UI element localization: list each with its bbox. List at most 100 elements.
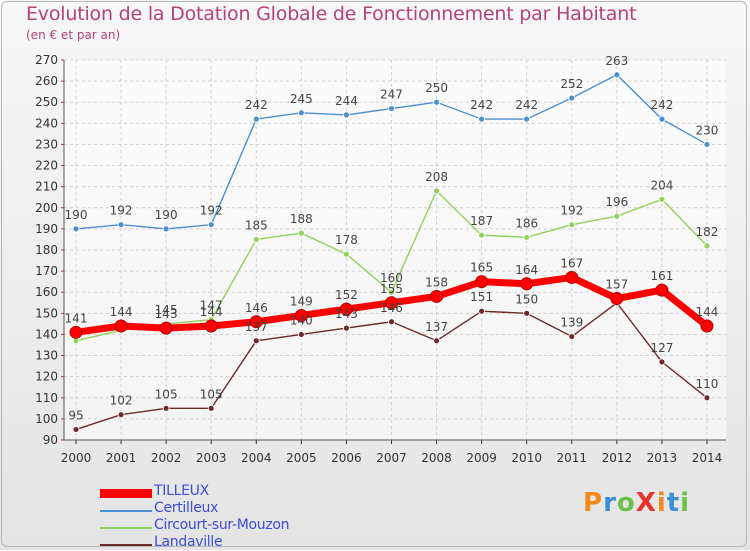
data-point-tilleux bbox=[249, 315, 263, 329]
data-label-circourt-sur-mouzon: 185 bbox=[245, 218, 268, 232]
data-label-circourt-sur-mouzon: 208 bbox=[425, 170, 448, 184]
logo-letter: P bbox=[583, 488, 604, 518]
x-tick-label: 2014 bbox=[692, 451, 723, 465]
x-tick-label: 2001 bbox=[106, 451, 137, 465]
data-point-tilleux bbox=[655, 283, 669, 297]
proxiti-logo: ProXiti bbox=[583, 488, 690, 518]
data-point-tilleux bbox=[475, 275, 489, 289]
y-tick-label: 140 bbox=[35, 327, 58, 341]
y-tick-label: 150 bbox=[35, 306, 58, 320]
data-point-circourt-sur-mouzon bbox=[658, 195, 666, 203]
data-label-tilleux: 165 bbox=[470, 261, 493, 275]
data-point-landaville bbox=[568, 333, 576, 340]
y-tick-label: 270 bbox=[35, 53, 58, 67]
data-label-landaville: 105 bbox=[200, 387, 223, 401]
data-point-certilleux bbox=[297, 109, 305, 117]
data-point-certilleux bbox=[252, 115, 260, 123]
data-point-circourt-sur-mouzon bbox=[478, 231, 486, 239]
y-tick-label: 260 bbox=[35, 74, 58, 88]
data-label-certilleux: 242 bbox=[515, 98, 538, 112]
logo-letter: o bbox=[616, 488, 636, 518]
data-label-landaville: 139 bbox=[560, 316, 583, 330]
y-tick-label: 240 bbox=[35, 116, 58, 130]
y-tick-label: 100 bbox=[35, 412, 58, 426]
y-tick-label: 90 bbox=[43, 433, 58, 447]
x-tick-label: 2013 bbox=[647, 451, 678, 465]
data-label-tilleux: 149 bbox=[290, 294, 313, 308]
data-point-tilleux bbox=[430, 289, 444, 303]
legend-swatch bbox=[100, 527, 152, 529]
y-tick-label: 210 bbox=[35, 180, 58, 194]
data-label-circourt-sur-mouzon: 192 bbox=[560, 204, 583, 218]
data-point-circourt-sur-mouzon bbox=[343, 250, 350, 258]
data-point-landaville bbox=[343, 324, 350, 332]
data-point-circourt-sur-mouzon bbox=[703, 242, 711, 250]
data-point-tilleux bbox=[339, 302, 353, 316]
legend-label: Landaville bbox=[154, 534, 223, 550]
legend-label: Circourt-sur-Mouzon bbox=[154, 517, 290, 533]
data-point-tilleux bbox=[294, 308, 308, 322]
x-tick-label: 2002 bbox=[151, 451, 182, 465]
data-label-certilleux: 230 bbox=[696, 123, 719, 137]
data-point-tilleux bbox=[384, 296, 398, 310]
data-label-tilleux: 141 bbox=[65, 311, 88, 325]
data-label-circourt-sur-mouzon: 147 bbox=[200, 299, 223, 313]
data-point-certilleux bbox=[343, 111, 350, 119]
data-point-landaville bbox=[478, 307, 486, 315]
y-tick-label: 200 bbox=[35, 201, 58, 215]
data-point-certilleux bbox=[523, 115, 531, 123]
data-label-certilleux: 190 bbox=[65, 208, 88, 222]
data-label-certilleux: 192 bbox=[200, 204, 223, 218]
data-label-landaville: 95 bbox=[68, 408, 83, 422]
data-point-tilleux bbox=[700, 319, 714, 333]
chart-subtitle: (en € et par an) bbox=[26, 28, 121, 42]
data-point-circourt-sur-mouzon bbox=[613, 212, 621, 220]
legend-swatch bbox=[100, 510, 152, 512]
legend-label: Certilleux bbox=[154, 500, 219, 516]
data-label-landaville: 137 bbox=[245, 320, 268, 334]
data-label-tilleux: 144 bbox=[200, 305, 223, 319]
data-label-certilleux: 252 bbox=[560, 77, 583, 91]
data-label-certilleux: 247 bbox=[380, 88, 403, 102]
data-point-circourt-sur-mouzon bbox=[388, 288, 395, 296]
data-point-landaville bbox=[703, 394, 711, 402]
x-tick-label: 2000 bbox=[61, 451, 92, 465]
data-point-certilleux bbox=[433, 98, 440, 106]
data-point-tilleux bbox=[114, 319, 128, 333]
x-tick-label: 2009 bbox=[466, 451, 497, 465]
data-label-certilleux: 250 bbox=[425, 81, 448, 95]
data-label-tilleux: 157 bbox=[605, 278, 628, 292]
x-tick-label: 2010 bbox=[511, 451, 542, 465]
data-point-circourt-sur-mouzon bbox=[568, 221, 576, 229]
data-point-certilleux bbox=[658, 115, 666, 123]
logo-letter: X bbox=[635, 488, 657, 518]
data-label-landaville: 151 bbox=[470, 290, 493, 304]
data-point-landaville bbox=[117, 411, 125, 419]
chart-title: Evolution de la Dotation Globale de Fonc… bbox=[26, 3, 637, 25]
y-tick-label: 250 bbox=[35, 95, 58, 109]
data-point-certilleux bbox=[207, 221, 215, 229]
data-label-circourt-sur-mouzon: 182 bbox=[696, 225, 719, 239]
data-label-circourt-sur-mouzon: 178 bbox=[335, 233, 358, 247]
data-point-certilleux bbox=[162, 225, 170, 233]
data-label-circourt-sur-mouzon: 204 bbox=[650, 178, 673, 192]
data-point-certilleux bbox=[117, 221, 125, 229]
logo-letter: i bbox=[656, 488, 667, 518]
data-label-landaville: 110 bbox=[696, 377, 719, 391]
data-point-circourt-sur-mouzon bbox=[433, 187, 440, 195]
logo-letter: r bbox=[603, 488, 617, 518]
data-label-circourt-sur-mouzon: 188 bbox=[290, 212, 313, 226]
data-point-landaville bbox=[388, 318, 395, 326]
data-label-certilleux: 242 bbox=[470, 98, 493, 112]
data-label-circourt-sur-mouzon: 196 bbox=[605, 195, 628, 209]
x-tick-label: 2005 bbox=[286, 451, 317, 465]
legend-swatch bbox=[100, 489, 152, 498]
data-label-tilleux: 152 bbox=[335, 288, 358, 302]
data-point-certilleux bbox=[388, 105, 395, 112]
data-label-landaville: 105 bbox=[155, 387, 178, 401]
data-point-landaville bbox=[207, 404, 215, 412]
data-point-tilleux bbox=[204, 319, 218, 333]
data-label-certilleux: 192 bbox=[110, 204, 133, 218]
